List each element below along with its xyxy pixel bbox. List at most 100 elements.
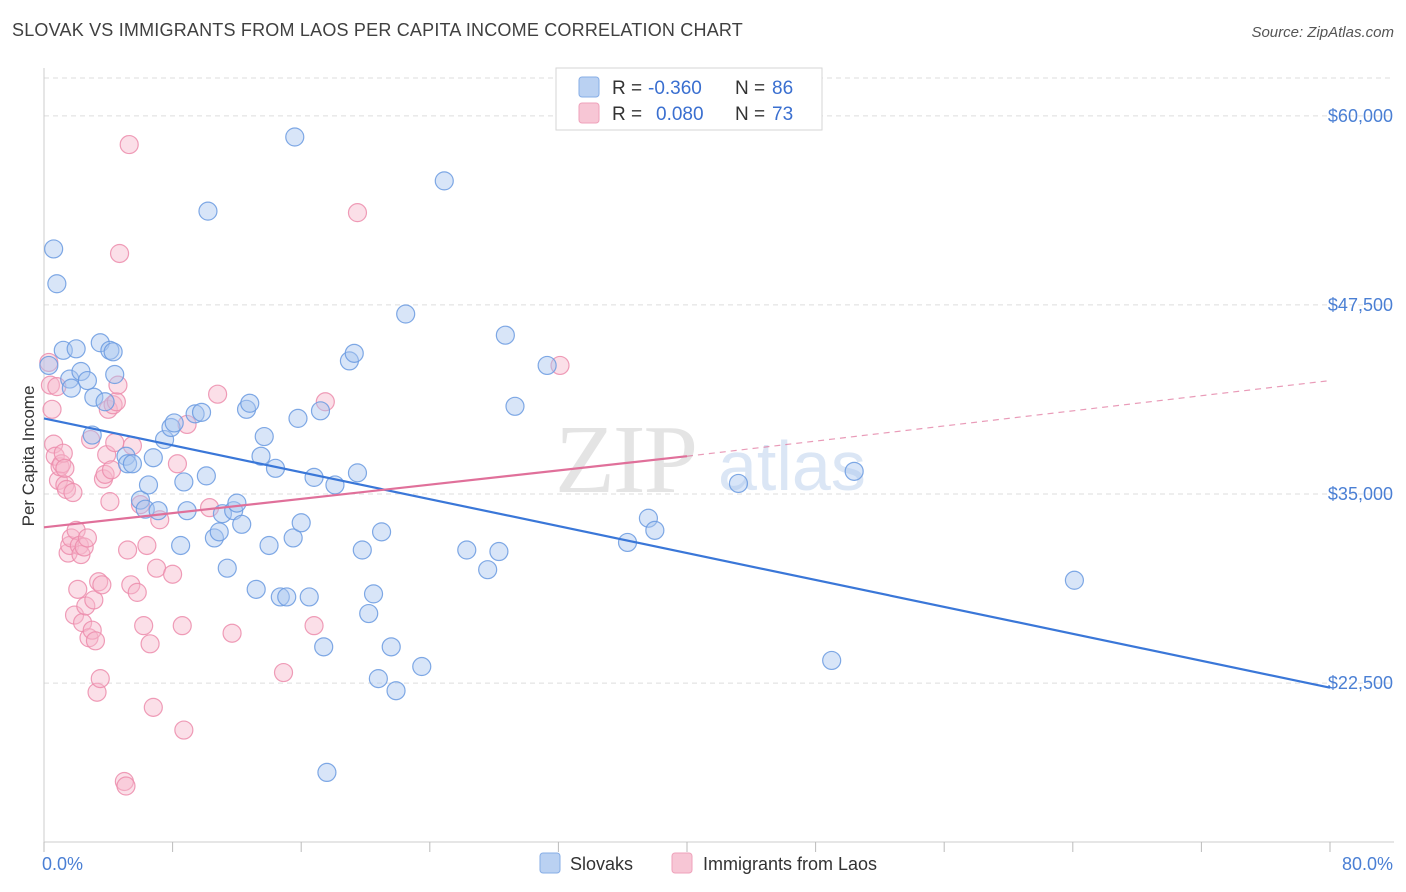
laos-point [174,720,194,740]
x-tick-labels: 0.0% 80.0% [42,854,1393,874]
slovak-point [246,579,266,599]
laos-point [315,392,335,412]
slovak-point [122,454,143,474]
slovak-point [314,637,334,657]
laos-point [140,634,160,654]
slovak-point [844,461,864,481]
laos-point [347,203,368,223]
slovak-point [344,343,364,363]
slovak-point [645,520,665,540]
slovak-point [259,535,279,556]
laos-point [117,540,138,560]
laos-point [106,392,126,412]
series-laos-points [39,134,570,796]
bottom-legend-laos: Immigrants from Laos [703,854,877,874]
slovak-point [368,669,388,689]
slovak-point [386,681,406,701]
laos-point [92,575,112,595]
laos-point [127,582,147,602]
laos-point [101,460,122,480]
legend-r-value-1: -0.360 [648,78,702,99]
y-axis-label: Per Capita Income [19,386,38,527]
laos-trend-extension [686,379,1331,457]
slovak-point [371,522,392,542]
x-tick-label-min: 0.0% [42,854,83,874]
laos-point [167,454,188,474]
laos-point [119,134,139,155]
y-tick-label: $22,500 [1328,673,1393,693]
slovak-point [130,490,151,510]
slovaks-trend-line [43,417,1331,689]
slovak-point [352,540,372,560]
legend-r-value-2: 0.080 [656,104,704,125]
laos-point [172,616,192,636]
slovak-point [47,274,67,294]
slovak-point [212,504,233,524]
laos-point [222,623,242,643]
slovak-point [77,370,98,391]
slovak-point [347,463,368,483]
bottom-legend-swatch-laos [671,852,693,874]
slovak-point [489,541,509,562]
slovak-point [434,171,454,191]
slovak-point [117,454,138,474]
watermark: ZIP atlas [555,406,866,514]
laos-point [121,575,141,595]
slovak-point [191,402,212,422]
slovak-point [240,393,260,413]
slovak-point [209,522,229,542]
slovak-point [143,448,163,468]
laos-point [63,482,83,503]
slovak-point [196,466,216,486]
slovak-point [100,340,120,360]
laos-point [42,399,62,419]
laos-point [109,243,130,264]
source-note: Source: ZipAtlas.com [1251,24,1394,41]
slovak-point [495,325,515,345]
slovak-point [304,467,324,487]
slovak-point [39,355,59,376]
laos-point [146,558,167,578]
legend-box: R = -0.360 N = 86 R = 0.080 N = 73 [555,67,823,131]
slovak-point [103,342,123,362]
chart-title: SLOVAK VS IMMIGRANTS FROM LAOS PER CAPIT… [12,20,743,40]
laos-point [89,572,109,592]
laos-point [273,662,294,683]
slovak-point [310,401,331,421]
laos-point [85,631,106,651]
slovak-point [217,558,237,578]
slovak-point [291,513,311,533]
x-tick-label-max: 80.0% [1342,854,1393,874]
slovak-point [61,378,81,398]
watermark-zip: ZIP [555,406,696,514]
slovak-point [359,603,379,624]
slovak-point [283,528,303,548]
laos-point [68,579,88,599]
slovak-point [164,413,184,433]
slovak-point [105,364,125,385]
series-slovaks-points [39,127,1085,783]
laos-point [137,535,157,556]
laos-point [77,528,98,548]
slovak-point [396,304,416,324]
laos-point [66,520,86,540]
slovak-point [198,201,218,221]
laos-point [304,616,324,636]
slovak-point [478,560,498,580]
watermark-atlas: atlas [718,427,866,505]
trend-lines [43,379,1331,689]
slovak-point [457,540,477,560]
laos-point [84,590,104,610]
slovak-point [116,446,136,466]
bottom-legend-swatch-slovaks [539,852,561,874]
laos-point [163,564,183,584]
laos-point [90,669,110,689]
y-tick-label: $35,000 [1328,484,1393,504]
slovak-point [638,508,659,528]
slovak-point [381,637,401,657]
slovak-point [1064,570,1085,590]
laos-point [208,384,228,404]
legend-n-value-2: 73 [772,104,793,125]
slovak-point [277,587,297,607]
